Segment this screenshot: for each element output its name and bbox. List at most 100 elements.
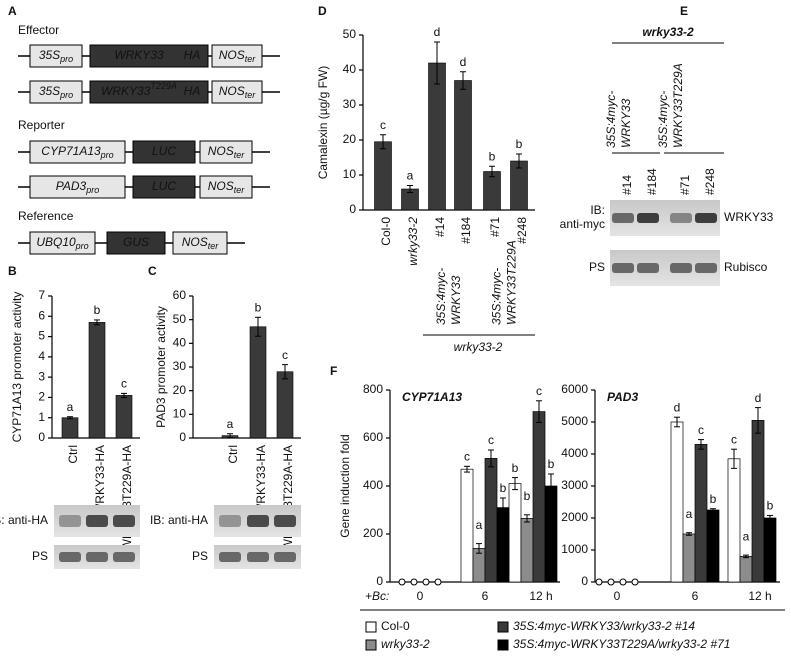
blot-band [670, 263, 692, 273]
legend-label: 35S:4myc-WRKY33T229A/wrky33-2 #71 [513, 637, 730, 651]
point [607, 578, 615, 586]
construct-box [132, 175, 196, 199]
x-tick-label: 12 h [529, 589, 552, 603]
blot-band [695, 213, 717, 223]
y-tick-label: 20 [343, 132, 357, 146]
y-axis-label: Gene induction fold [338, 434, 352, 537]
panel-letter: E [680, 4, 688, 18]
y-tick-label: 0 [179, 430, 186, 444]
panel-letter: F [330, 364, 337, 378]
blot-label: IB: anti-HA [0, 513, 48, 527]
blot-label: PS [192, 549, 208, 563]
significance-letter: a [227, 417, 234, 431]
construct-box [89, 80, 209, 104]
construct-box [211, 80, 263, 104]
label-main: WRKY33 [101, 84, 151, 98]
bar [763, 517, 777, 583]
y-tick-label: 7 [38, 288, 45, 302]
error-bar [121, 392, 127, 398]
label-sub: pro [59, 90, 73, 100]
point [434, 578, 442, 586]
panel-letter: D [318, 4, 327, 18]
bar [751, 420, 765, 583]
y-tick-label: 2 [38, 390, 45, 404]
error-bar [464, 465, 470, 473]
blot-band [274, 515, 296, 527]
significance-letter: d [460, 55, 467, 69]
group-label: wrky33-2 [454, 340, 503, 354]
bar [682, 533, 696, 583]
construct-box [29, 140, 126, 164]
y-tick-label: 5 [38, 329, 45, 343]
y-tick-label: 800 [363, 382, 383, 396]
blot-band [113, 515, 135, 527]
point [410, 578, 418, 586]
y-tick-label: 4 [38, 349, 45, 363]
legend-label: wrky33-2 [381, 637, 430, 651]
error-bar [460, 71, 466, 90]
significance-letter: b [489, 149, 496, 163]
error-bar [227, 433, 233, 439]
panel-letter: C [148, 264, 157, 278]
construct-label: UBQ10pro [36, 235, 88, 251]
x-tick-label: #184 [459, 217, 473, 244]
construct-box [211, 44, 263, 68]
label-main: CYP71A13 [41, 144, 101, 158]
label-sub: ter [234, 185, 246, 195]
legend-label: 35S:4myc-WRKY33/wrky33-2 #14 [513, 619, 695, 633]
x-tick-label: #248 [515, 217, 529, 244]
x-axis-label: +Bc: [365, 589, 389, 603]
construct-label: LUC [152, 179, 176, 193]
significance-letter: d [434, 25, 441, 39]
blot-band [274, 552, 296, 562]
blot-band [695, 263, 717, 273]
bar [706, 509, 720, 583]
label-sub: pro [100, 150, 114, 160]
y-tick-label: 60 [173, 288, 187, 302]
x-tick-label: Col-0 [379, 217, 393, 246]
significance-letter: a [407, 169, 414, 183]
significance-letter: b [767, 499, 774, 513]
point [422, 578, 430, 586]
significance-letter: c [282, 348, 288, 362]
error-bar [698, 439, 704, 450]
label-sub: pro [85, 185, 99, 195]
bar [727, 458, 741, 583]
error-bar [380, 134, 386, 150]
label-sup: T229A [150, 81, 177, 91]
blot-band [59, 515, 81, 527]
error-bar [67, 416, 73, 420]
label-main: NOS [208, 179, 234, 193]
blot-band-label: Rubisco [724, 260, 768, 274]
error-bar [767, 514, 773, 522]
bar [249, 326, 267, 439]
construct-tag: HA [184, 48, 201, 62]
blot-row-label: PS [589, 260, 605, 274]
construct-label: WRKY33 [114, 48, 164, 62]
bar [484, 458, 498, 583]
label-sub: ter [245, 90, 257, 100]
label-main: NOS [182, 235, 208, 249]
significance-letter: b [516, 137, 523, 151]
chart-title: PAD3 [607, 390, 638, 404]
x-tick-label: 0 [417, 589, 424, 603]
blot-band [86, 515, 108, 527]
y-tick-label: 3000 [561, 478, 588, 492]
significance-letter: a [686, 507, 693, 521]
blot-band [86, 552, 108, 562]
significance-letter: d [674, 400, 681, 414]
bar [483, 171, 501, 211]
blot-band [612, 263, 634, 273]
y-tick-label: 40 [173, 336, 187, 350]
bar [374, 141, 392, 211]
error-bar [476, 543, 482, 554]
error-bar [731, 448, 737, 469]
y-tick-label: 50 [343, 27, 357, 41]
y-tick-label: 4000 [561, 446, 588, 460]
blot-group-label: WRKY33 [619, 98, 633, 148]
legend-swatch [365, 621, 377, 633]
construct-box [132, 140, 196, 164]
group-label: 35S:4myc- [490, 268, 504, 325]
error-bar [255, 316, 261, 337]
blot-band [219, 515, 241, 527]
